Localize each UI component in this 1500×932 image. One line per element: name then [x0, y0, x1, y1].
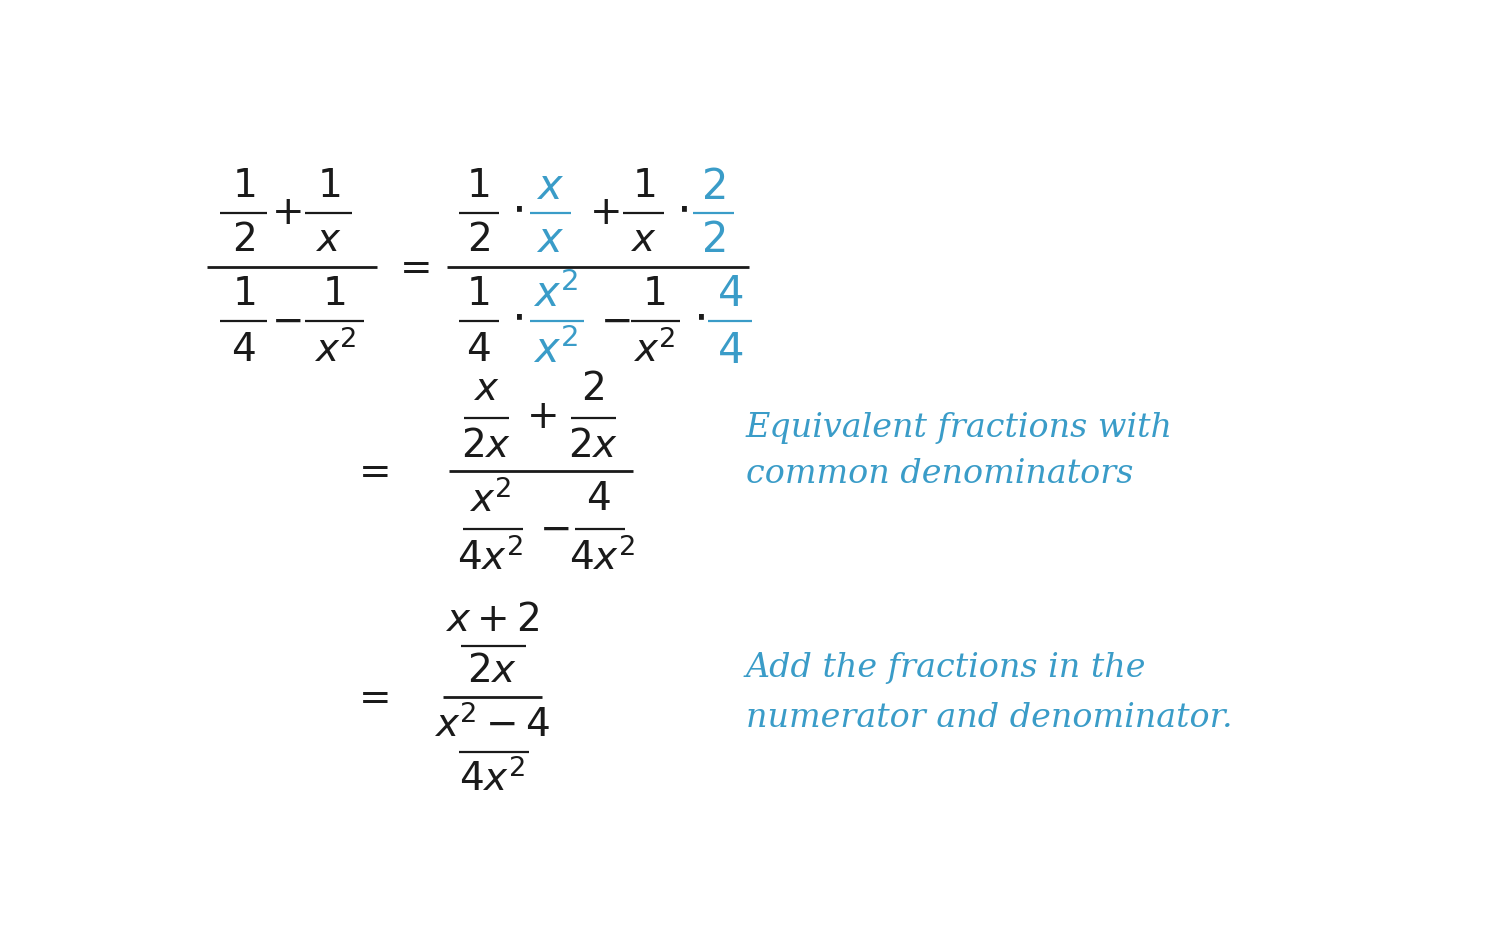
- Text: $2x$: $2x$: [460, 428, 512, 464]
- Text: $4x^2$: $4x^2$: [459, 760, 525, 800]
- Text: $x^2$: $x^2$: [633, 331, 675, 370]
- Text: $4x^2$: $4x^2$: [568, 539, 634, 578]
- Text: $1$: $1$: [321, 276, 345, 313]
- Text: $4x^2$: $4x^2$: [456, 539, 524, 578]
- Text: $x$: $x$: [536, 219, 564, 262]
- Text: $2$: $2$: [582, 371, 604, 407]
- Text: $-$: $-$: [272, 303, 302, 340]
- Text: $4$: $4$: [586, 482, 610, 518]
- Text: $2$: $2$: [232, 222, 255, 259]
- Text: $\cdot$: $\cdot$: [512, 187, 524, 233]
- Text: $1$: $1$: [466, 276, 489, 313]
- Text: $\cdot$: $\cdot$: [693, 295, 705, 341]
- Text: $1$: $1$: [466, 168, 489, 205]
- Text: $-$: $-$: [600, 303, 630, 340]
- Text: $4$: $4$: [231, 332, 255, 369]
- Text: numerator and denominator.: numerator and denominator.: [746, 702, 1232, 733]
- Text: $-$: $-$: [538, 511, 570, 548]
- Text: $+$: $+$: [526, 399, 556, 436]
- Text: $1$: $1$: [231, 168, 255, 205]
- Text: $2$: $2$: [466, 222, 489, 259]
- Text: Add the fractions in the: Add the fractions in the: [746, 651, 1146, 684]
- Text: $2x$: $2x$: [568, 428, 618, 464]
- Text: $x$: $x$: [536, 166, 564, 208]
- Text: $=$: $=$: [392, 249, 429, 286]
- Text: $4$: $4$: [717, 273, 742, 315]
- Text: Equivalent fractions with: Equivalent fractions with: [746, 412, 1173, 444]
- Text: $+$: $+$: [272, 195, 302, 232]
- Text: $4$: $4$: [717, 330, 742, 372]
- Text: $x$: $x$: [315, 222, 342, 259]
- Text: $x^2$: $x^2$: [532, 329, 578, 372]
- Text: $x^2$: $x^2$: [532, 273, 578, 316]
- Text: $\cdot$: $\cdot$: [512, 295, 524, 341]
- Text: $4$: $4$: [466, 332, 490, 369]
- Text: $\cdot$: $\cdot$: [676, 187, 688, 233]
- Text: $x^2$: $x^2$: [314, 331, 356, 370]
- Text: $x^2-4$: $x^2-4$: [433, 706, 550, 746]
- Text: common denominators: common denominators: [746, 458, 1132, 489]
- Text: $=$: $=$: [351, 453, 388, 490]
- Text: $+$: $+$: [590, 195, 620, 232]
- Text: $x$: $x$: [630, 222, 657, 259]
- Text: $1$: $1$: [632, 168, 656, 205]
- Text: $1$: $1$: [316, 168, 340, 205]
- Text: $2x$: $2x$: [466, 653, 518, 690]
- Text: $2$: $2$: [700, 219, 724, 262]
- Text: $1$: $1$: [231, 276, 255, 313]
- Text: $1$: $1$: [642, 276, 666, 313]
- Text: $=$: $=$: [351, 678, 388, 716]
- Text: $x$: $x$: [472, 371, 500, 407]
- Text: $2$: $2$: [700, 166, 724, 208]
- Text: $x^2$: $x^2$: [468, 480, 512, 520]
- Text: $x+2$: $x+2$: [446, 601, 540, 638]
